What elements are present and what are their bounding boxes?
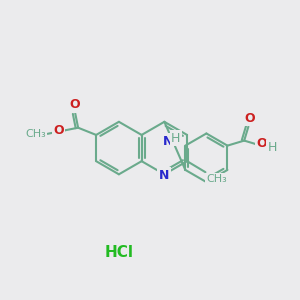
Text: H: H xyxy=(268,141,277,154)
Text: O: O xyxy=(53,124,64,137)
Text: O: O xyxy=(256,137,267,150)
Text: N: N xyxy=(163,134,173,148)
Text: CH₃: CH₃ xyxy=(25,129,46,139)
Text: O: O xyxy=(244,112,255,125)
Text: O: O xyxy=(69,98,80,112)
Text: HCl: HCl xyxy=(104,244,134,260)
Text: H: H xyxy=(171,132,181,145)
Text: N: N xyxy=(159,169,170,182)
Text: CH₃: CH₃ xyxy=(206,174,227,184)
